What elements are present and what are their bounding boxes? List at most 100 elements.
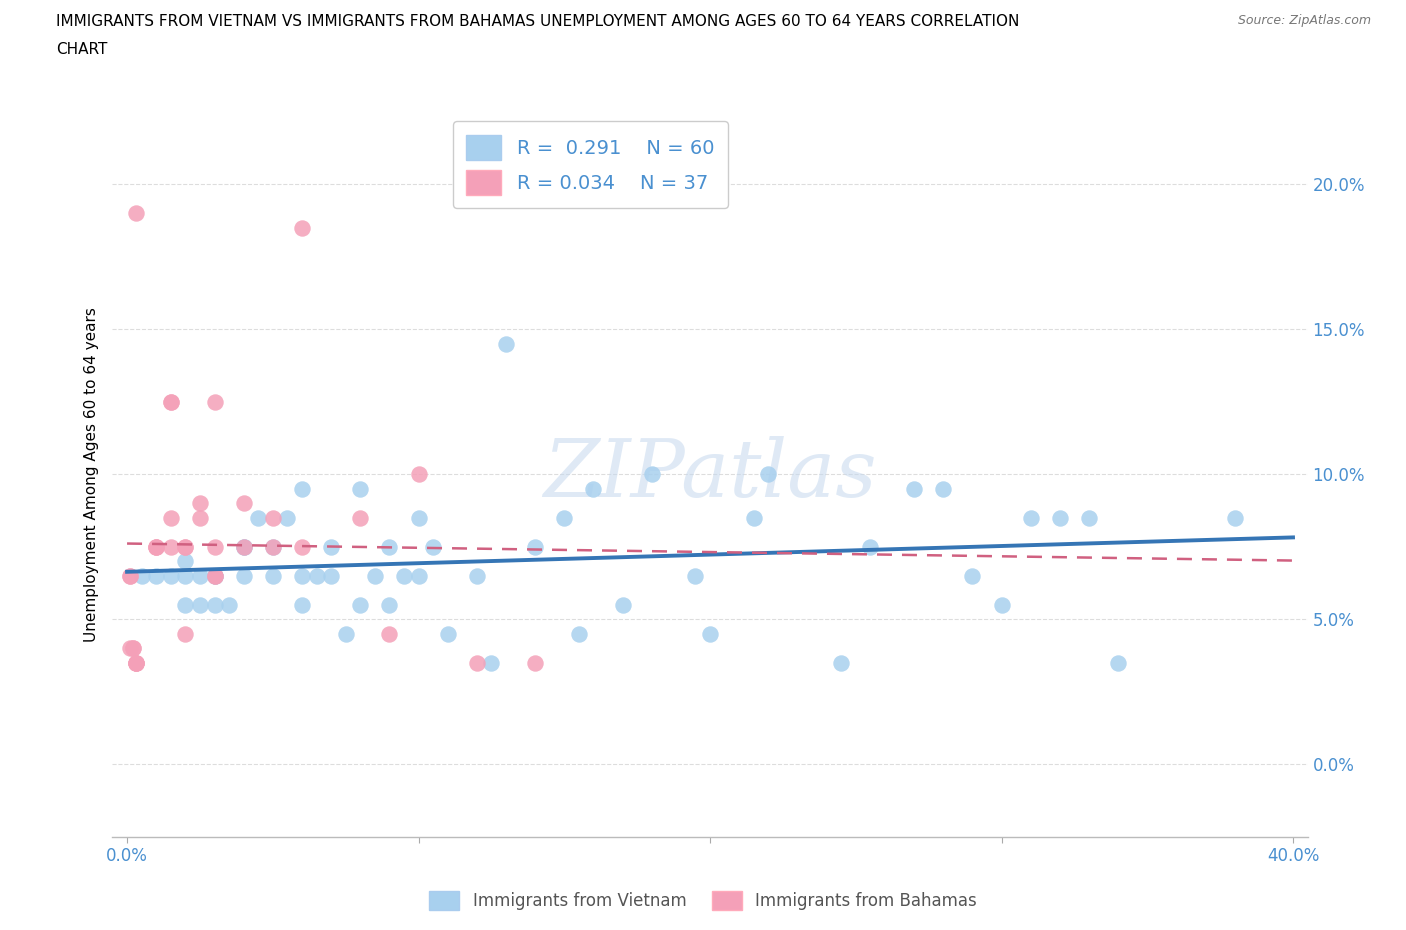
Point	[218, 597, 240, 612]
Point	[1078, 511, 1101, 525]
Point	[159, 511, 181, 525]
Point	[159, 568, 181, 583]
Point	[174, 568, 197, 583]
Point	[422, 539, 444, 554]
Point	[932, 482, 955, 497]
Point	[349, 511, 371, 525]
Point	[145, 539, 167, 554]
Text: CHART: CHART	[56, 42, 108, 57]
Point	[408, 467, 430, 482]
Point	[408, 511, 430, 525]
Point	[204, 539, 226, 554]
Point	[319, 568, 342, 583]
Point	[378, 597, 401, 612]
Point	[859, 539, 882, 554]
Point	[291, 220, 314, 235]
Point	[553, 511, 575, 525]
Point	[378, 539, 401, 554]
Point	[1107, 656, 1129, 671]
Legend: R =  0.291    N = 60, R = 0.034    N = 37: R = 0.291 N = 60, R = 0.034 N = 37	[453, 121, 728, 208]
Point	[364, 568, 387, 583]
Point	[742, 511, 765, 525]
Point	[125, 656, 148, 671]
Point	[118, 641, 141, 656]
Point	[990, 597, 1012, 612]
Point	[408, 568, 430, 583]
Text: Source: ZipAtlas.com: Source: ZipAtlas.com	[1237, 14, 1371, 27]
Point	[1049, 511, 1071, 525]
Point	[349, 482, 371, 497]
Point	[276, 511, 298, 525]
Point	[291, 482, 314, 497]
Point	[188, 597, 211, 612]
Point	[174, 539, 197, 554]
Point	[481, 656, 503, 671]
Point	[204, 597, 226, 612]
Point	[131, 568, 153, 583]
Point	[756, 467, 779, 482]
Point	[159, 394, 181, 409]
Point	[122, 641, 145, 656]
Point	[612, 597, 634, 612]
Point	[392, 568, 415, 583]
Point	[159, 539, 181, 554]
Point	[232, 539, 254, 554]
Point	[247, 511, 270, 525]
Point	[465, 656, 488, 671]
Point	[291, 539, 314, 554]
Point	[335, 627, 357, 642]
Point	[262, 539, 284, 554]
Point	[262, 539, 284, 554]
Point	[524, 539, 547, 554]
Point	[125, 206, 148, 220]
Point	[188, 496, 211, 511]
Point	[568, 627, 591, 642]
Point	[125, 656, 148, 671]
Point	[582, 482, 605, 497]
Point	[699, 627, 721, 642]
Point	[145, 568, 167, 583]
Point	[118, 568, 141, 583]
Point	[118, 568, 141, 583]
Point	[1019, 511, 1042, 525]
Point	[495, 337, 517, 352]
Point	[641, 467, 664, 482]
Point	[204, 568, 226, 583]
Point	[122, 641, 145, 656]
Text: IMMIGRANTS FROM VIETNAM VS IMMIGRANTS FROM BAHAMAS UNEMPLOYMENT AMONG AGES 60 TO: IMMIGRANTS FROM VIETNAM VS IMMIGRANTS FR…	[56, 14, 1019, 29]
Point	[305, 568, 328, 583]
Point	[204, 568, 226, 583]
Point	[232, 496, 254, 511]
Point	[174, 539, 197, 554]
Point	[174, 597, 197, 612]
Point	[204, 568, 226, 583]
Point	[174, 627, 197, 642]
Point	[188, 511, 211, 525]
Point	[291, 568, 314, 583]
Point	[125, 656, 148, 671]
Point	[903, 482, 925, 497]
Point	[291, 597, 314, 612]
Point	[349, 597, 371, 612]
Point	[1223, 511, 1246, 525]
Point	[145, 539, 167, 554]
Point	[436, 627, 458, 642]
Point	[830, 656, 852, 671]
Point	[145, 539, 167, 554]
Point	[465, 568, 488, 583]
Point	[188, 568, 211, 583]
Point	[159, 394, 181, 409]
Point	[232, 539, 254, 554]
Point	[524, 656, 547, 671]
Point	[232, 568, 254, 583]
Point	[378, 627, 401, 642]
Point	[232, 539, 254, 554]
Point	[319, 539, 342, 554]
Point	[262, 568, 284, 583]
Legend: Immigrants from Vietnam, Immigrants from Bahamas: Immigrants from Vietnam, Immigrants from…	[423, 884, 983, 917]
Y-axis label: Unemployment Among Ages 60 to 64 years: Unemployment Among Ages 60 to 64 years	[83, 307, 98, 642]
Point	[125, 656, 148, 671]
Point	[962, 568, 984, 583]
Point	[262, 511, 284, 525]
Text: ZIPatlas: ZIPatlas	[543, 435, 877, 513]
